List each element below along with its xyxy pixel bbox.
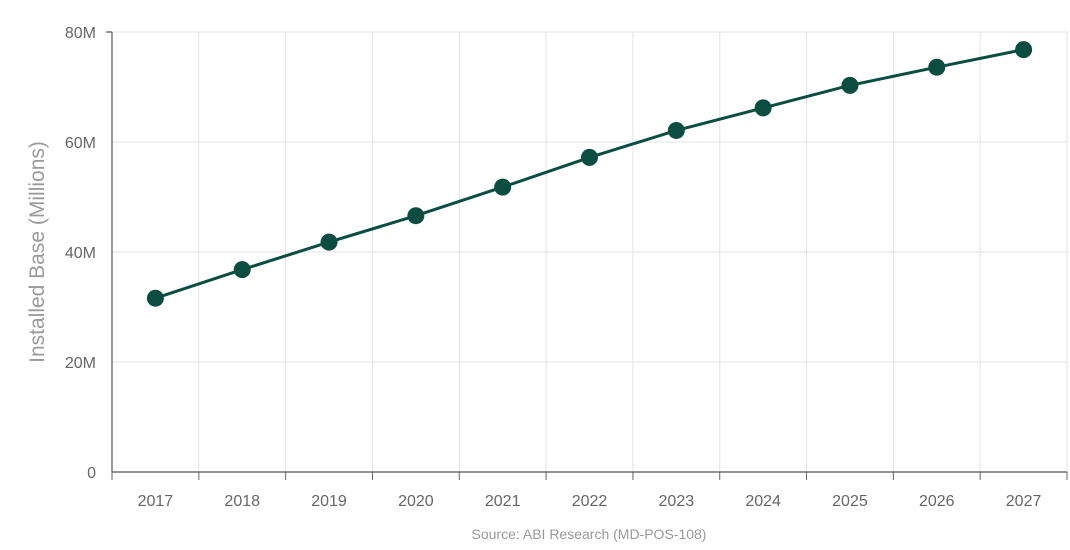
series xyxy=(146,41,1033,307)
data-point xyxy=(667,121,685,139)
data-point xyxy=(233,261,251,279)
y-tick-label: 80M xyxy=(65,25,96,42)
data-point xyxy=(494,178,512,196)
data-point xyxy=(754,99,772,117)
x-tick-label: 2027 xyxy=(1006,493,1042,510)
x-tick-label: 2026 xyxy=(919,493,955,510)
x-tick-label: 2019 xyxy=(311,493,347,510)
y-axis-title: Installed Base (Millions) xyxy=(26,141,49,363)
data-point xyxy=(146,289,164,307)
y-tick-label: 20M xyxy=(65,355,96,372)
source-note: Source: ABI Research (MD-POS-108) xyxy=(472,526,707,542)
data-point xyxy=(841,76,859,94)
x-tick-label: 2018 xyxy=(224,493,260,510)
y-tick-label: 0 xyxy=(87,465,96,482)
x-tick-label: 2022 xyxy=(572,493,608,510)
y-tick-label: 40M xyxy=(65,245,96,262)
data-point xyxy=(928,58,946,76)
x-tick-label: 2017 xyxy=(138,493,174,510)
gridlines xyxy=(112,31,1068,472)
y-tick-labels: 0 20M 40M 60M 80M xyxy=(65,25,96,482)
x-tick-label: 2025 xyxy=(832,493,868,510)
x-tick-labels: 2017 2018 2019 2020 2021 2022 2023 2024 2025 2026… xyxy=(138,493,1042,510)
data-point xyxy=(320,233,338,251)
data-point xyxy=(1015,41,1033,59)
x-tick-label: 2024 xyxy=(745,493,781,510)
axes xyxy=(106,31,1068,480)
data-point xyxy=(407,207,425,225)
x-tick-label: 2021 xyxy=(485,493,521,510)
y-tick-label: 60M xyxy=(65,135,96,152)
x-tick-label: 2020 xyxy=(398,493,434,510)
data-point xyxy=(581,148,598,166)
x-tick-label: 2023 xyxy=(659,493,695,510)
